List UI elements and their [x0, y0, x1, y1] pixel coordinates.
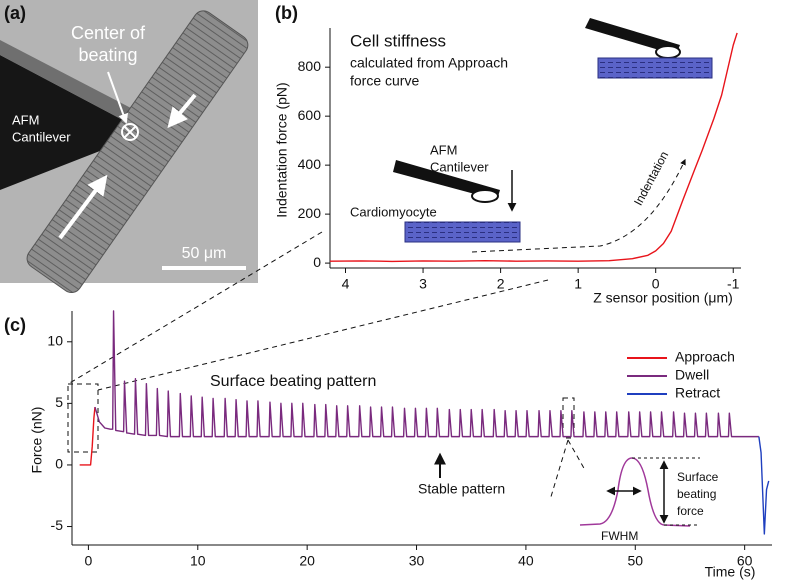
x-tick-label: 4	[342, 276, 350, 292]
y-tick-label: 600	[298, 107, 322, 123]
data-line	[94, 310, 759, 438]
annotation: FWHM	[601, 529, 638, 543]
x-tick-label: 60	[737, 553, 753, 569]
data-line	[329, 32, 738, 263]
x-tick-label: 1	[574, 276, 582, 292]
x-tick-label: 0	[652, 276, 660, 292]
x-axis-label: Z sensor position (μm)	[593, 290, 733, 306]
y-tick-label: 0	[313, 254, 321, 270]
subtitle: calculated from Approach	[350, 55, 508, 71]
annotation: Cantilever	[430, 159, 489, 174]
x-tick-label: -1	[727, 276, 740, 292]
x-tick-label: 10	[190, 553, 206, 569]
y-axis-label: Force (nN)	[29, 407, 45, 474]
panel-label: (c)	[4, 315, 26, 335]
center-label: beating	[78, 45, 137, 65]
micrograph	[0, 0, 258, 294]
inset-cantilever-top	[585, 18, 713, 79]
legend-label: Retract	[675, 385, 720, 401]
inset-cantilever-approach	[393, 158, 686, 253]
annotation: force	[677, 504, 704, 518]
annotation: Stable pattern	[418, 481, 505, 497]
x-tick-label: 30	[409, 553, 425, 569]
data-line	[79, 406, 96, 466]
y-tick-label: 0	[55, 456, 63, 472]
annotation: Indentation	[631, 149, 671, 208]
x-tick-label: 40	[518, 553, 534, 569]
x-tick-label: 50	[627, 553, 643, 569]
peak-inset	[579, 457, 700, 527]
y-tick-label: -5	[51, 517, 64, 533]
cantilever-label: AFM	[12, 112, 39, 127]
center-label: Center of	[71, 23, 146, 43]
x-axis-label: Time (s)	[705, 564, 756, 580]
y-tick-label: 400	[298, 156, 322, 172]
annotation: Surface	[677, 470, 719, 484]
annotation: AFM	[430, 142, 457, 157]
legend-label: Approach	[675, 349, 735, 365]
y-tick-label: 800	[298, 58, 322, 74]
annotation: beating	[677, 487, 716, 501]
panel-label: (a)	[4, 3, 26, 23]
chart-title: Cell stiffness	[350, 31, 446, 50]
annotation: Cardiomyocyte	[350, 204, 437, 219]
x-tick-label: 2	[497, 276, 505, 292]
subtitle: force curve	[350, 73, 419, 89]
y-tick-label: 200	[298, 205, 322, 221]
x-tick-label: 0	[85, 553, 93, 569]
panel-label: (b)	[275, 3, 298, 23]
chart-title: Surface beating pattern	[210, 373, 376, 390]
cantilever-label: Cantilever	[12, 129, 71, 144]
scale-bar-label: 50 μm	[182, 245, 227, 262]
y-tick-label: 10	[47, 332, 63, 348]
y-axis-label: Indentation force (pN)	[274, 82, 290, 217]
legend-label: Dwell	[675, 367, 709, 383]
zoom-connectors	[67, 231, 586, 501]
data-line	[758, 436, 770, 535]
x-tick-label: 20	[299, 553, 315, 569]
x-tick-label: 3	[419, 276, 427, 292]
y-tick-label: 5	[55, 394, 63, 410]
